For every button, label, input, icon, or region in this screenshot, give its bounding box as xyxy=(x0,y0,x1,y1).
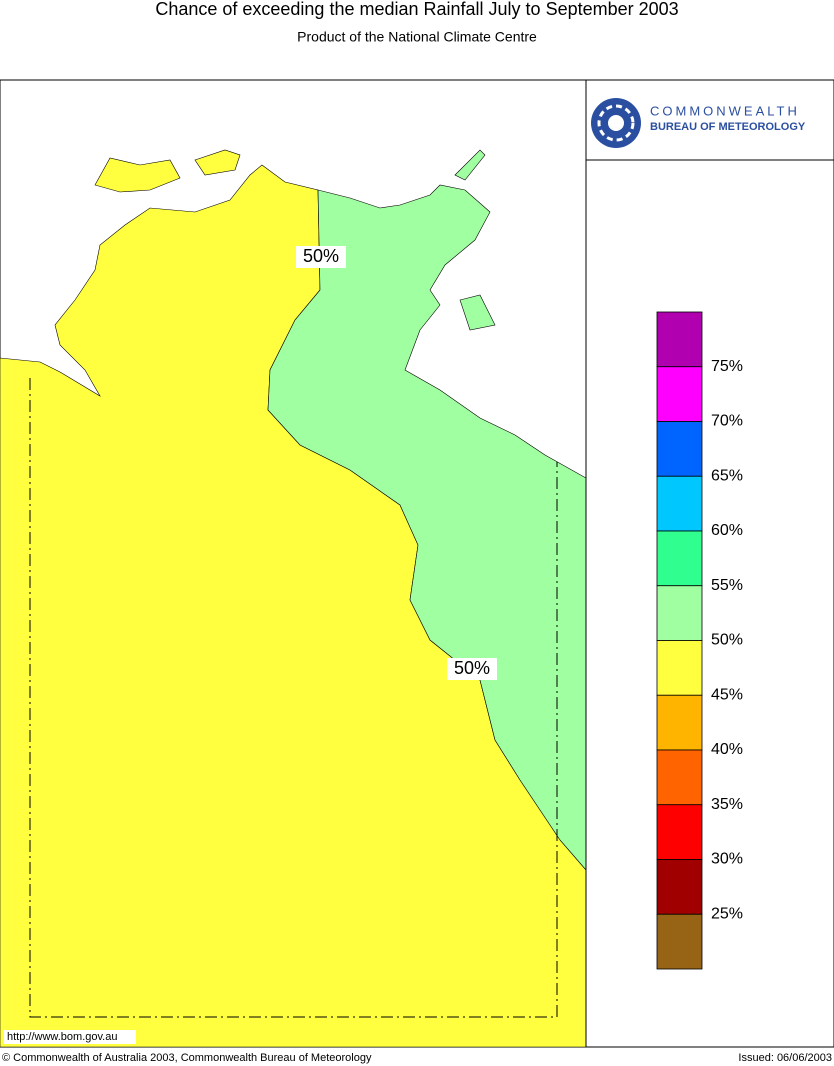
logo: COMMONWEALTH BUREAU OF METEOROLOGY xyxy=(591,98,806,148)
legend-swatch xyxy=(656,311,703,368)
legend-label: 50% xyxy=(711,632,743,649)
title: Chance of exceeding the median Rainfall … xyxy=(155,0,678,19)
legend-swatch xyxy=(656,804,703,860)
subtitle: Product of the National Climate Centre xyxy=(297,29,537,45)
legend-label: 70% xyxy=(711,413,743,430)
legend-label: 75% xyxy=(711,358,743,375)
legend-label: 65% xyxy=(711,467,743,484)
contour-label: 50% xyxy=(454,658,490,678)
legend-swatch xyxy=(656,749,703,806)
legend-label: 55% xyxy=(711,577,743,594)
legend-swatch xyxy=(656,694,703,751)
legend-label: 60% xyxy=(711,522,743,539)
legend-swatch xyxy=(656,640,703,696)
legend-swatch xyxy=(656,366,703,422)
logo-line1: COMMONWEALTH xyxy=(650,103,800,118)
logo-line2: BUREAU OF METEOROLOGY xyxy=(650,121,806,133)
url: http://www.bom.gov.au xyxy=(7,1031,117,1043)
legend-label: 40% xyxy=(711,741,743,758)
legend-swatch xyxy=(656,530,703,587)
legend-label: 45% xyxy=(711,686,743,703)
legend-label: 35% xyxy=(711,796,743,813)
copyright: © Commonwealth of Australia 2003, Common… xyxy=(2,1052,372,1064)
legend-label: 30% xyxy=(711,851,743,868)
issued: Issued: 06/06/2003 xyxy=(738,1052,832,1064)
legend: 75% 70% 65% 60% 55% 50% 45% 40% 35% 30% 25% xyxy=(656,311,743,970)
legend-swatch xyxy=(656,475,703,532)
map xyxy=(0,79,587,1048)
legend-swatch xyxy=(656,913,703,970)
legend-swatch xyxy=(656,421,703,477)
legend-swatch xyxy=(656,859,703,915)
contour-label: 50% xyxy=(303,246,339,266)
legend-label: 25% xyxy=(711,905,743,922)
land-above xyxy=(267,184,587,871)
legend-swatch xyxy=(656,585,703,641)
